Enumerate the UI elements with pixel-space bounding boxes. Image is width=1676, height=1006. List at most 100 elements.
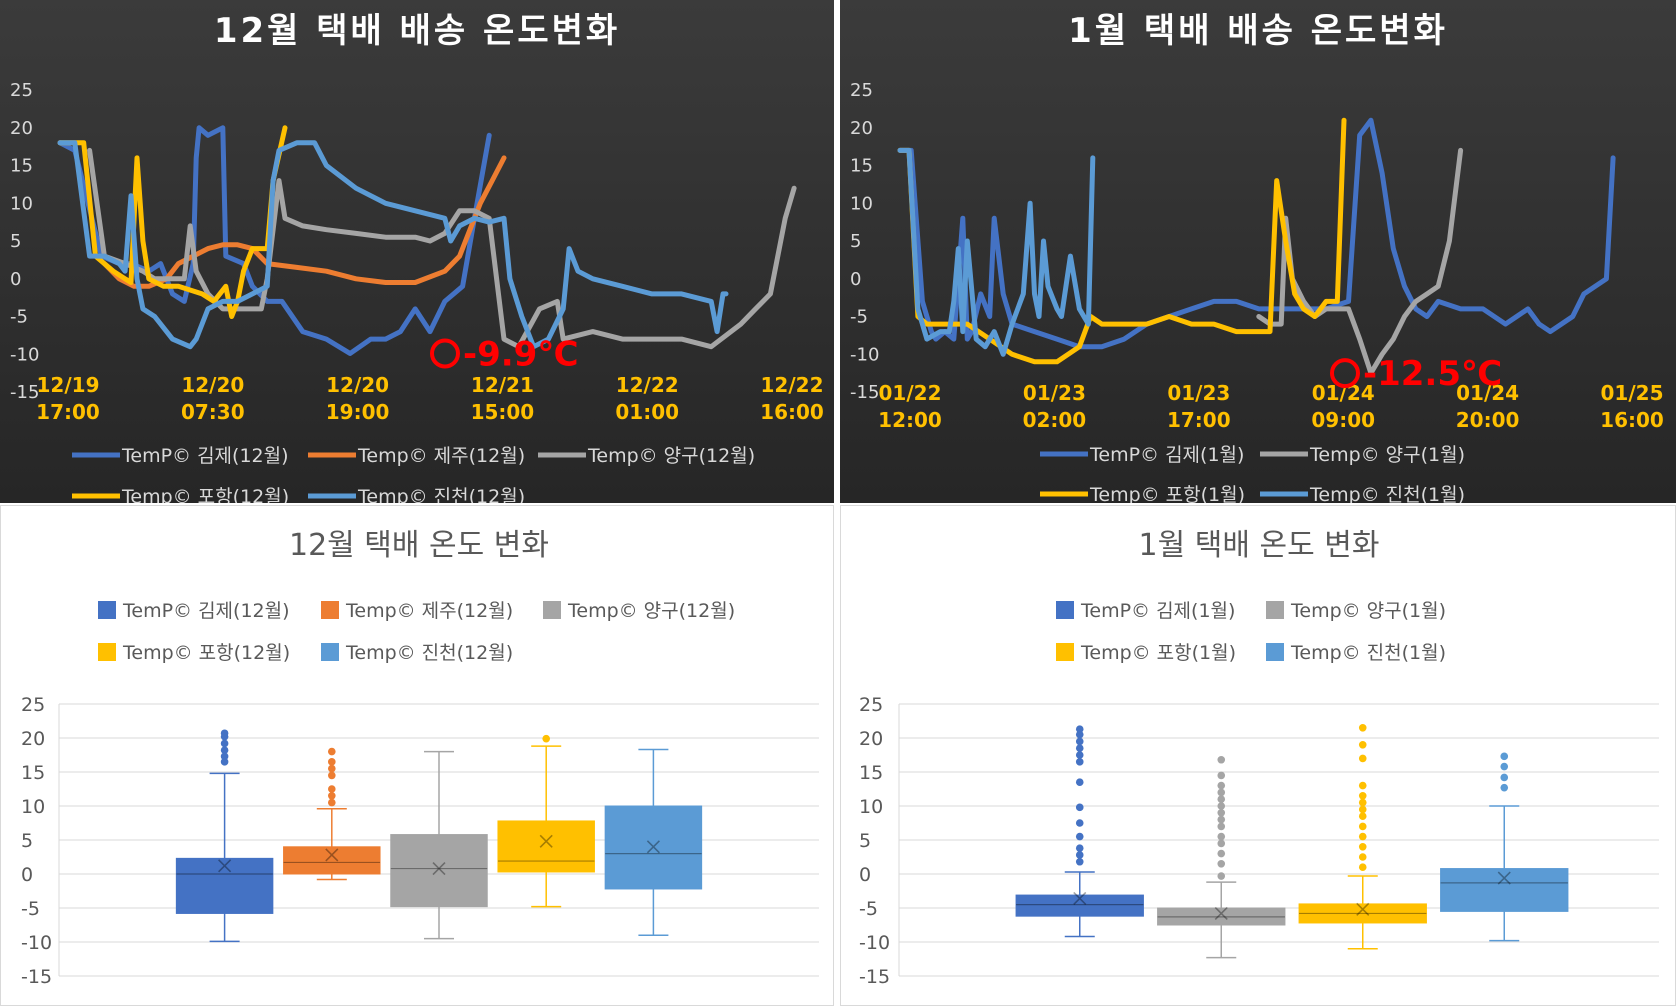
- x-tick-label: 01:00: [615, 400, 679, 424]
- box-outlier: [1075, 725, 1084, 733]
- series-line-1: [1256, 147, 1464, 376]
- box-iqr: [283, 846, 381, 875]
- x-tick-label: 15:00: [471, 400, 535, 424]
- box-outlier: [1500, 773, 1509, 782]
- box-outlier: [1217, 839, 1226, 848]
- dec-box-chart-panel: 12월 택배 온도 변화 25 20 15 10 5 0 -5 -10 -15 TemP© 김제(…: [0, 505, 834, 1006]
- x-tick-label: 17:00: [36, 400, 100, 424]
- box-mean-marker: [1214, 906, 1228, 921]
- box-outlier: [1358, 724, 1367, 732]
- box-outlier: [1075, 751, 1084, 759]
- legend-swatch: [98, 643, 116, 661]
- box-outlier: [1358, 798, 1367, 807]
- box-outlier: [1075, 737, 1084, 746]
- annotation-circle: [430, 338, 460, 369]
- box-iqr: [175, 857, 274, 914]
- annotation-label: -12.5℃: [1363, 354, 1502, 394]
- box-outlier: [1217, 802, 1226, 810]
- box-outlier: [328, 771, 336, 780]
- y-tick-label: 25: [10, 80, 33, 101]
- box-outlier: [328, 792, 336, 800]
- y-tick-label: 0: [10, 269, 21, 290]
- box-outlier: [220, 752, 229, 761]
- legend-label: Temp© 진천(1월): [1309, 484, 1465, 503]
- box-outlier: [1358, 792, 1367, 800]
- box-outlier: [1500, 762, 1509, 771]
- annotation-circle: [1330, 358, 1360, 389]
- x-tick-label: 12/21: [471, 373, 534, 397]
- box-outlier: [1358, 805, 1367, 814]
- y-tick-label: -15: [859, 966, 890, 988]
- y-tick-label: 10: [859, 796, 883, 818]
- legend-label: TemP© 김제(1월): [1080, 600, 1235, 622]
- series-line-3: [57, 125, 288, 319]
- legend-swatch: [98, 601, 116, 619]
- legend-label: Temp© 포항(1월): [1080, 642, 1236, 664]
- legend-swatch: [1266, 601, 1284, 619]
- x-tick-label: 17:00: [1167, 408, 1231, 432]
- x-tick-label: 12/22: [616, 373, 679, 397]
- box-outlier: [328, 747, 336, 756]
- chart-title: 12월 택배 배송 온도변화: [214, 11, 620, 51]
- box-mean-marker: [1073, 891, 1087, 906]
- legend-label: Temp© 진천(12월): [345, 642, 513, 664]
- y-tick-label: 15: [859, 762, 883, 784]
- box-outlier: [1358, 741, 1367, 749]
- box-outlier: [328, 798, 336, 807]
- x-tick-label: 12/20: [181, 373, 244, 397]
- legend-label: Temp© 진천(12월): [357, 486, 525, 503]
- legend-swatch: [1056, 601, 1074, 619]
- box-outlier: [1075, 819, 1084, 827]
- jan-line-chart-panel: 1월 택배 배송 온도변화 25 20 15 10 5 0 -5 -10 -15 01/22 12:…: [840, 0, 1676, 503]
- box-outlier: [1075, 730, 1084, 739]
- y-tick-label: -5: [10, 307, 28, 328]
- box-outlier: [1075, 744, 1084, 752]
- legend-swatch: [1056, 643, 1074, 661]
- y-tick-label: 15: [10, 156, 33, 177]
- series-line-3: [897, 147, 1096, 357]
- legend-label: Temp© 제주(12월): [357, 445, 525, 467]
- box-outlier: [1358, 812, 1367, 820]
- x-tick-label: 01/24: [1456, 381, 1519, 405]
- dec-line-chart-panel: 12월 택배 배송 온도변화 25 20 15 10 5 0 -5 -10 -15 12/19 17…: [0, 0, 834, 503]
- y-tick-label: -5: [859, 898, 878, 920]
- box-outlier: [1358, 822, 1367, 831]
- box-outlier: [542, 734, 550, 743]
- box-iqr: [390, 834, 488, 908]
- y-tick-label: -15: [21, 966, 52, 988]
- box-outlier: [1500, 752, 1509, 761]
- box-iqr: [1440, 868, 1569, 912]
- box-outlier: [1217, 795, 1226, 803]
- box-outlier: [1217, 815, 1226, 824]
- y-tick-label: 5: [21, 830, 33, 852]
- x-tick-label: 20:00: [1456, 408, 1520, 432]
- y-tick-label: 20: [10, 118, 33, 139]
- box-outlier: [220, 758, 229, 766]
- box-outlier: [1358, 863, 1367, 871]
- x-tick-label: 16:00: [760, 400, 824, 424]
- chart-title: 12월 택배 온도 변화: [289, 528, 549, 563]
- box-outlier: [328, 758, 336, 766]
- y-tick-label: 5: [10, 231, 21, 252]
- chart-title: 1월 택배 배송 온도변화: [1068, 11, 1448, 51]
- legend-label: Temp© 양구(12월): [587, 445, 755, 467]
- legend-label: Temp© 양구(1월): [1309, 444, 1465, 466]
- box-outlier: [1075, 851, 1084, 859]
- legend-label: Temp© 양구(12월): [567, 600, 735, 622]
- y-tick-label: 5: [859, 830, 871, 852]
- y-tick-label: 10: [10, 193, 33, 214]
- box-mean-marker: [539, 834, 553, 848]
- legend-swatch: [543, 601, 561, 619]
- box-outlier: [1217, 832, 1226, 841]
- box-outlier: [220, 746, 229, 755]
- legend-label: Temp© 포항(12월): [122, 642, 290, 664]
- x-tick-label: 09:00: [1311, 408, 1375, 432]
- box-outlier: [1358, 754, 1367, 763]
- box-outlier: [1217, 809, 1226, 817]
- jan-line-chart: 1월 택배 배송 온도변화 25 20 15 10 5 0 -5 -10 -15 01/22 12:…: [850, 11, 1664, 503]
- y-tick-label: -10: [859, 932, 890, 954]
- box-outlier: [1217, 849, 1226, 858]
- box-mean-marker: [1497, 871, 1511, 885]
- y-tick-label: 15: [850, 156, 873, 177]
- box-mean-marker: [218, 859, 232, 873]
